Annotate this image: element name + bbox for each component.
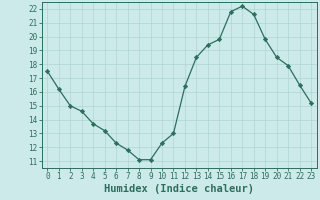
- X-axis label: Humidex (Indice chaleur): Humidex (Indice chaleur): [104, 184, 254, 194]
